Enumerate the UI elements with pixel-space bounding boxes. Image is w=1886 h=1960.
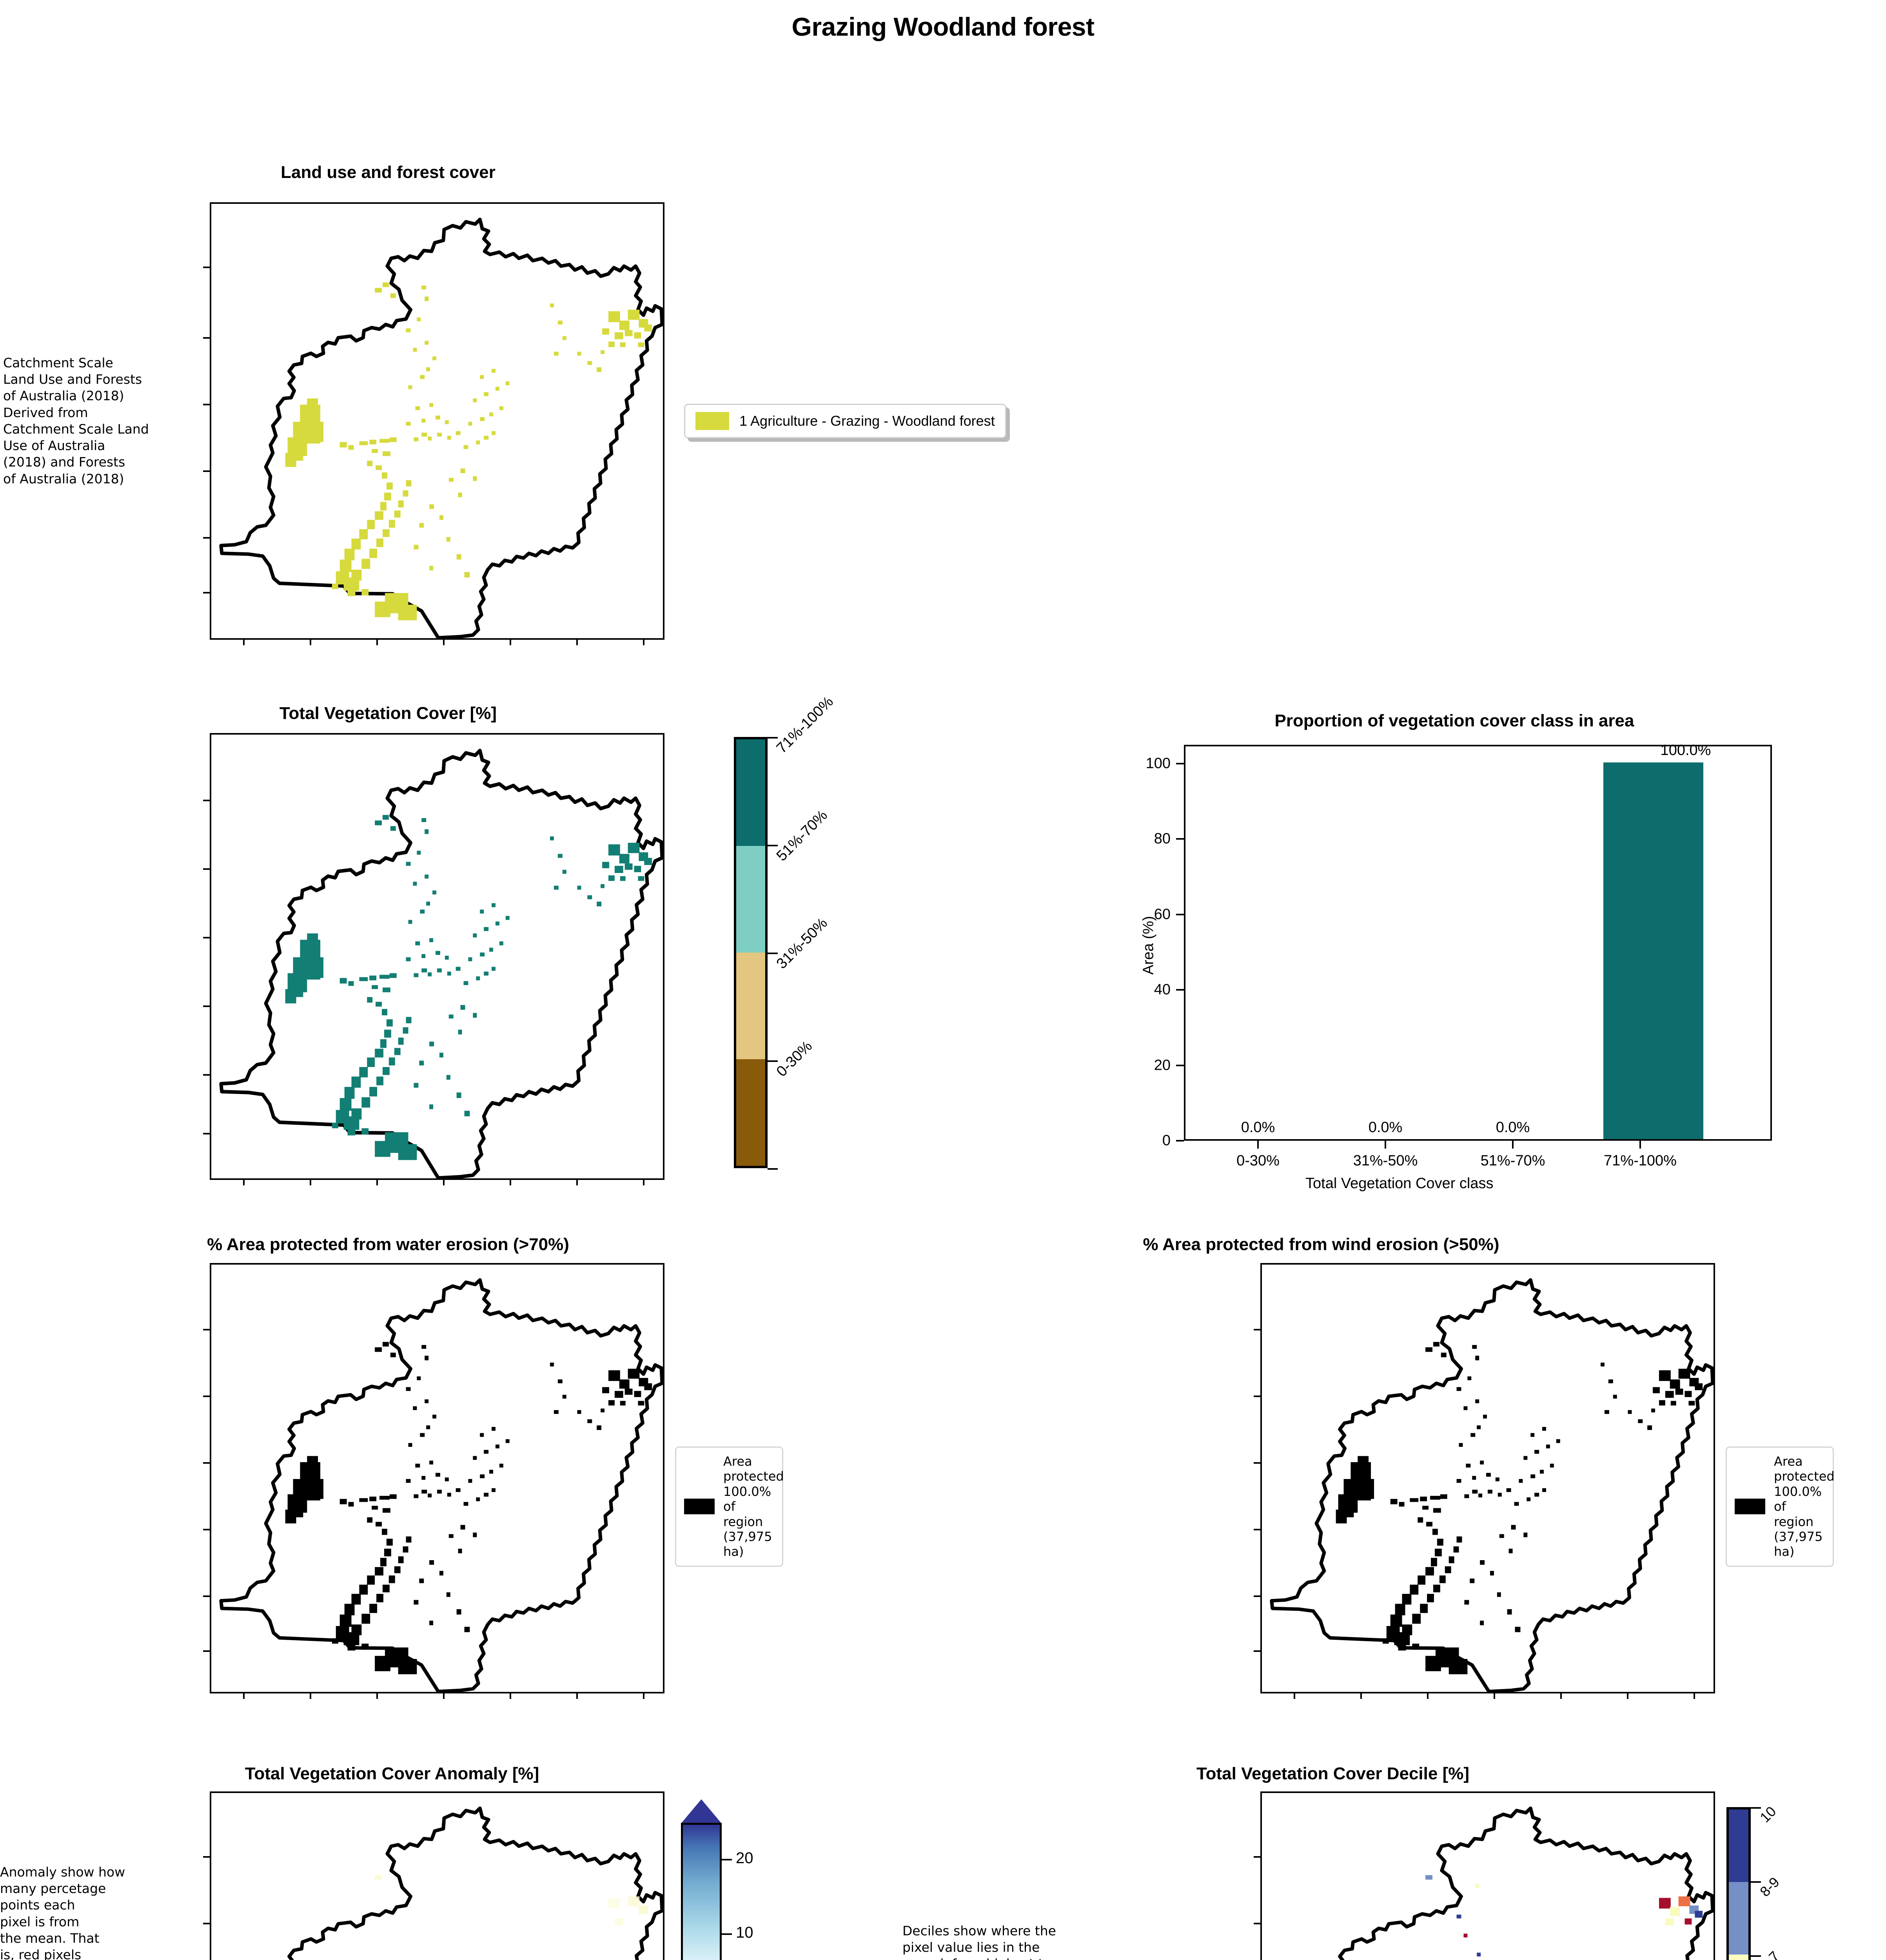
decile-colorbar-seg-4-7 [1729, 1955, 1748, 1960]
decile-colorbar-body [1726, 1807, 1751, 1960]
x-tick-0-30: 0-30% [1236, 1152, 1280, 1169]
y-tick-60: 60 [1154, 906, 1171, 923]
wind-erosion-legend[interactable]: Area protected 100.0% of region (37,975 … [1726, 1446, 1835, 1567]
water-erosion-legend-swatch [684, 1499, 715, 1515]
landuse-panel-title: Land use and forest cover [281, 163, 496, 182]
water-erosion-map[interactable] [210, 1263, 664, 1693]
decile-colorbar-label-4-7: 4-7 [1757, 1948, 1783, 1960]
vegcover-panel-title: Total Vegetation Cover [%] [279, 704, 497, 723]
region-boundary-path [1338, 1806, 1714, 1960]
vegcover-colorbar-label-31-50: 31%-50% [773, 915, 831, 972]
landuse-sidenote: Catchment Scale Land Use and Forests of … [3, 355, 149, 486]
wind-erosion-map-svg [1270, 1278, 1714, 1692]
chart-bars [1185, 746, 1770, 1139]
vegcover-map-svg [219, 749, 663, 1178]
anomaly-colorbar-gradient [681, 1823, 722, 1960]
landuse-map[interactable] [210, 202, 664, 640]
x-tick-71-100: 71%-100% [1604, 1152, 1677, 1169]
decile-pixels [1425, 1875, 1703, 1956]
bar-label-71-100: 100.0% [1660, 742, 1711, 759]
bar-label-51-70: 0.0% [1496, 1119, 1530, 1136]
vegcover-proportion-chart: Proportion of vegetation cover class in … [1137, 711, 1772, 1192]
wind-erosion-panel-title: % Area protected from wind erosion (>50%… [1143, 1235, 1499, 1254]
protected-area-pixels [1336, 1342, 1703, 1675]
decile-colorbar-label-8-9: 8-9 [1757, 1874, 1783, 1900]
vegcover-colorbar-seg-1 [736, 953, 765, 1059]
protected-area-pixels [285, 1342, 652, 1675]
landuse-class-pixels [285, 282, 652, 621]
decile-sidenote: Deciles show where the pixel value lies … [902, 1923, 1056, 1960]
x-tick-51-70: 51%-70% [1480, 1152, 1545, 1169]
decile-panel-title: Total Vegetation Cover Decile [%] [1196, 1764, 1469, 1783]
y-tick-100: 100 [1145, 755, 1171, 772]
vegcover-colorbar-label-51-70: 51%-70% [773, 807, 831, 864]
y-tick-40: 40 [1154, 981, 1171, 998]
wind-erosion-legend-swatch [1735, 1499, 1765, 1515]
anomaly-sidenote: Anomaly show how many percetage points e… [0, 1864, 125, 1960]
chart-x-axis-title: Total Vegetation Cover class [1305, 1175, 1494, 1192]
decile-colorbar-label-10: 10 [1757, 1803, 1779, 1826]
vegcover-map[interactable] [210, 733, 664, 1180]
chart-y-axis-title: Area (%) [1140, 916, 1157, 975]
decile-colorbar[interactable]: 10 8-9 4-7 2-3 1 [1726, 1803, 1783, 1960]
water-erosion-panel-title: % Area protected from water erosion (>70… [207, 1235, 569, 1254]
bar-71-100[interactable] [1603, 762, 1703, 1139]
landuse-legend-label: 1 Agriculture - Grazing - Woodland fores… [739, 413, 995, 429]
x-tick-31-50: 31%-50% [1353, 1152, 1418, 1169]
water-erosion-map-svg [219, 1278, 663, 1692]
decile-colorbar-seg-10 [1729, 1809, 1748, 1882]
region-boundary-path [219, 218, 663, 638]
landuse-legend[interactable]: 1 Agriculture - Grazing - Woodland fores… [684, 404, 1006, 438]
anomaly-pixels [375, 1875, 648, 1926]
y-tick-80: 80 [1154, 830, 1171, 847]
vegcover-colorbar-label-0-30: 0-30% [773, 1038, 816, 1080]
vegcover-colorbar[interactable]: 71%-100% 51%-70% 31%-50% 0-30% [734, 693, 837, 1170]
anomaly-colorbar-arrow-up [681, 1799, 722, 1824]
region-boundary-path [287, 1806, 663, 1960]
bar-label-0-30: 0.0% [1241, 1119, 1275, 1136]
decile-map-svg [1338, 1806, 1714, 1960]
vegcover-colorbar-seg-2 [736, 846, 765, 953]
y-tick-20: 20 [1154, 1057, 1171, 1074]
decile-colorbar-seg-8-9 [1729, 1882, 1748, 1955]
water-erosion-legend-label: Area protected 100.0% of region (37,975 … [723, 1454, 784, 1559]
bar-label-31-50: 0.0% [1368, 1119, 1403, 1136]
region-boundary-path [219, 749, 663, 1178]
chart-title: Proportion of vegetation cover class in … [1274, 711, 1634, 730]
vegcover-colorbar-seg-0 [736, 1059, 765, 1166]
anomaly-tick-10: 10 [736, 1924, 753, 1941]
region-boundary-path [219, 1278, 663, 1692]
anomaly-map-svg [287, 1806, 663, 1960]
landuse-map-svg [219, 218, 663, 638]
wind-erosion-legend-label: Area protected 100.0% of region (37,975 … [1774, 1454, 1835, 1559]
anomaly-tick-20: 20 [736, 1849, 753, 1867]
y-tick-0: 0 [1162, 1132, 1171, 1149]
anomaly-panel-title: Total Vegetation Cover Anomaly [%] [245, 1764, 539, 1783]
water-erosion-legend[interactable]: Area protected 100.0% of region (37,975 … [675, 1446, 784, 1567]
region-boundary-path [1270, 1278, 1714, 1692]
chart-plot-area [1184, 745, 1772, 1141]
anomaly-map[interactable] [210, 1791, 664, 1960]
anomaly-colorbar[interactable]: 20 10 0 −10 −20 [676, 1799, 794, 1960]
landuse-legend-swatch [695, 412, 729, 430]
vegcover-colorbar-label-71-100: 71%-100% [773, 693, 837, 757]
wind-erosion-map[interactable] [1260, 1263, 1715, 1693]
page-title: Grazing Woodland forest [791, 12, 1095, 41]
vegcover-colorbar-seg-3 [736, 739, 765, 846]
vegcover-colorbar-body [734, 737, 768, 1168]
vegcover-class-pixels [285, 815, 652, 1160]
decile-map[interactable] [1260, 1791, 1715, 1960]
